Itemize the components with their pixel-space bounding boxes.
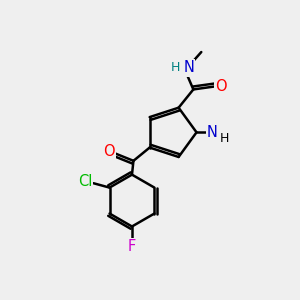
Text: F: F xyxy=(128,239,136,254)
Text: O: O xyxy=(215,79,227,94)
Text: N: N xyxy=(183,60,194,75)
Text: H: H xyxy=(220,132,229,145)
Text: H: H xyxy=(171,61,180,74)
Text: Cl: Cl xyxy=(78,174,92,189)
Text: O: O xyxy=(103,145,115,160)
Text: N: N xyxy=(207,125,218,140)
